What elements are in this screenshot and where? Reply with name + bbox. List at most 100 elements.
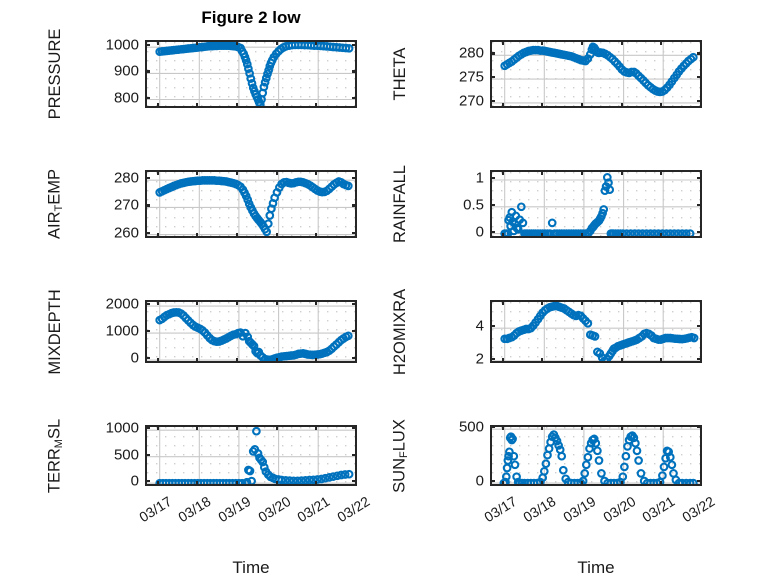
xtick-mark-top-sun_flux-4 [660,425,663,430]
xtick-mark-top-theta-3 [620,40,623,45]
ytick-mark-right-theta-1 [697,76,702,79]
ytick-label-sun_flux-1: 500 [458,418,484,436]
ytick-mark-right-h2o_mixra-0 [697,357,702,361]
xtick-mark-top-mixdepth-3 [275,300,278,305]
xtick-mark-top-air_temp-5 [354,170,357,175]
ylabel-mixdepth: MIXDEPTH [46,288,64,375]
axes-box-rainfall [490,170,702,238]
ytick-mark-h2o_mixra-0 [490,357,495,361]
ytick-mark-mixdepth-2 [145,303,150,306]
ytick-label-rainfall-2: 1 [475,169,484,187]
ytick-mark-right-theta-0 [697,99,702,103]
xtick-mark-top-air_temp-4 [315,170,318,175]
xtick-mark-pressure-1 [196,103,199,108]
ytick-label-mixdepth-0: 0 [130,349,139,367]
xlabel-terr_msl: Time [232,558,270,577]
xtick-mark-h2o_mixra-5 [699,358,702,363]
ytick-label-terr_msl-2: 1000 [105,419,139,437]
ytick-label-terr_msl-0: 0 [130,472,139,490]
xtick-mark-sun_flux-4 [660,481,663,486]
xtick-mark-terr_msl-2 [235,481,239,486]
axes-box-air_temp [145,170,357,238]
xtick-mark-rainfall-4 [660,233,663,238]
ytick-label-rainfall-1: 0.5 [463,196,484,214]
panel-terr_msl [145,425,357,486]
xtick-mark-top-sun_flux-2 [580,425,584,430]
ytick-mark-right-terr_msl-1 [352,453,357,456]
xtick-mark-mixdepth-5 [354,358,357,363]
ylabel-subscript-sun_flux: F [398,450,410,458]
xtick-mark-top-air_temp-0 [156,170,159,175]
ytick-label-theta-0: 270 [458,92,484,110]
xtick-mark-top-mixdepth-2 [235,300,239,305]
ytick-mark-right-rainfall-1 [697,203,702,206]
xtick-mark-top-theta-5 [699,40,702,45]
xtick-mark-theta-1 [541,103,544,108]
ytick-mark-pressure-2 [145,44,150,47]
ytick-mark-mixdepth-1 [145,330,150,333]
xtick-mark-top-terr_msl-0 [156,425,159,430]
xtick-mark-top-rainfall-4 [660,170,663,175]
xtick-mark-top-pressure-3 [275,40,278,45]
xtick-mark-terr_msl-5 [354,481,357,486]
xtick-mark-top-theta-1 [541,40,544,45]
figure-title: Figure 2 low [201,8,301,27]
xtick-mark-top-h2o_mixra-4 [660,300,663,305]
data-series-sun_flux [499,430,698,484]
ytick-mark-mixdepth-0 [145,357,150,360]
ylabel-pressure: PRESSURE [46,28,64,120]
ytick-label-air_temp-0: 260 [113,224,139,242]
ytick-mark-right-theta-2 [697,52,702,55]
xtick-mark-top-h2o_mixra-3 [620,300,623,305]
xtick-mark-terr_msl-0 [156,481,159,486]
ytick-mark-air_temp-2 [145,177,150,180]
ylabel-theta: THETA [391,47,409,101]
xtick-mark-top-terr_msl-4 [315,425,318,430]
xtick-mark-top-theta-2 [580,40,584,45]
ytick-mark-rainfall-1 [490,203,495,206]
xtick-mark-top-air_temp-2 [235,170,239,175]
axes-box-pressure [145,40,357,108]
xtick-mark-top-rainfall-1 [541,170,544,175]
panel-air_temp [145,170,357,238]
ylabel-sun_flux: SUNFLUX [391,419,410,493]
ytick-mark-h2o_mixra-1 [490,325,495,328]
xtick-mark-top-pressure-5 [354,40,357,45]
xtick-mark-top-pressure-4 [315,40,318,45]
ytick-mark-theta-1 [490,76,495,79]
ytick-mark-sun_flux-1 [490,426,495,429]
xtick-mark-air_temp-4 [315,233,318,238]
xtick-mark-terr_msl-4 [315,481,318,486]
ytick-mark-right-air_temp-1 [352,204,357,207]
xtick-mark-top-pressure-0 [156,40,159,45]
xtick-mark-rainfall-0 [501,233,504,238]
ylabel-base-sun_flux: SUN [390,457,409,493]
xtick-mark-air_temp-2 [235,233,239,238]
ytick-mark-right-rainfall-2 [697,177,702,180]
ylabel-rainfall: RAINFALL [391,165,409,243]
xtick-mark-mixdepth-2 [235,358,239,363]
ytick-label-mixdepth-2: 2000 [105,295,139,313]
axes-box-h2o_mixra [490,300,702,363]
xtick-mark-pressure-5 [354,103,357,108]
axes-box-sun_flux [490,425,702,486]
ytick-mark-right-terr_msl-0 [352,480,357,483]
ytick-label-h2o_mixra-0: 2 [475,350,484,368]
xtick-mark-rainfall-3 [620,233,623,238]
xtick-mark-top-sun_flux-1 [541,425,544,430]
xtick-mark-top-mixdepth-4 [315,300,318,305]
xtick-mark-top-mixdepth-5 [354,300,357,305]
ylabel-base-terr_msl: TERR [45,447,64,493]
xtick-mark-top-h2o_mixra-0 [501,300,504,305]
ylabel-air_temp: AIRTEMP [46,169,65,239]
ytick-mark-pressure-0 [145,96,150,99]
xtick-mark-top-sun_flux-5 [699,425,702,430]
ylabel-subscript-terr_msl: M [53,438,65,448]
xtick-mark-top-rainfall-2 [580,170,584,175]
ylabel-rest-air_temp: EMP [45,168,64,205]
ytick-label-terr_msl-1: 500 [113,446,139,464]
ytick-mark-terr_msl-2 [145,427,150,430]
xtick-mark-air_temp-3 [275,233,278,238]
xtick-mark-theta-2 [580,103,584,108]
